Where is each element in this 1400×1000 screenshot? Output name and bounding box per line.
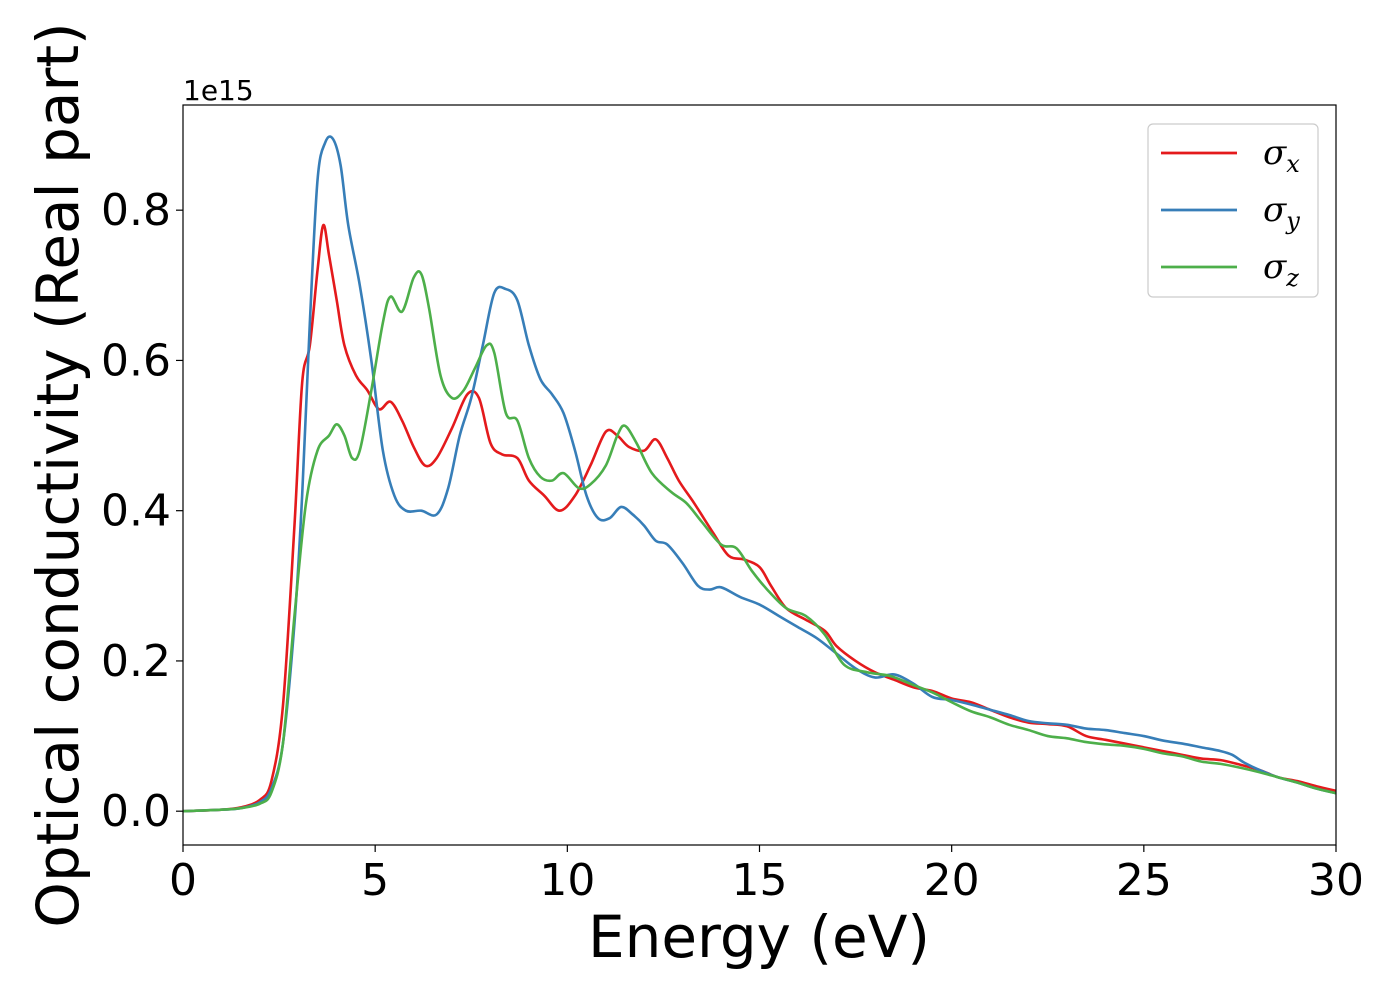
legend-label-y: σy xyxy=(1263,190,1300,235)
x-tick-label: 15 xyxy=(732,855,788,906)
series-layer xyxy=(182,135,1337,813)
x-tick-label: 5 xyxy=(361,855,389,906)
y-tick-label: 0.4 xyxy=(101,486,171,537)
x-tick-label: 20 xyxy=(924,855,980,906)
series-line-z xyxy=(182,270,1337,813)
x-axis: 0 5 10 15 20 25 30 xyxy=(169,845,1364,906)
y-tick-label: 0.6 xyxy=(101,335,171,386)
legend-label-x: σx xyxy=(1263,133,1300,178)
series-line-x xyxy=(182,223,1337,813)
x-tick-label: 25 xyxy=(1116,855,1172,906)
y-axis-title: Optical conductivity (Real part) xyxy=(24,22,92,927)
y-axis: 0.0 0.2 0.4 0.6 0.8 xyxy=(101,185,183,837)
x-tick-label: 10 xyxy=(539,855,595,906)
y-offset-label: 1e15 xyxy=(183,74,254,107)
legend-label-z: σz xyxy=(1263,247,1299,292)
legend: σx σy σz xyxy=(1147,123,1319,298)
x-tick-label: 0 xyxy=(169,855,197,906)
x-tick-label: 30 xyxy=(1308,855,1364,906)
y-tick-label: 0.0 xyxy=(101,786,171,837)
x-axis-title: Energy (eV) xyxy=(588,903,930,971)
y-tick-label: 0.8 xyxy=(101,185,171,236)
y-tick-label: 0.2 xyxy=(101,636,171,687)
series-line-y xyxy=(182,135,1337,813)
